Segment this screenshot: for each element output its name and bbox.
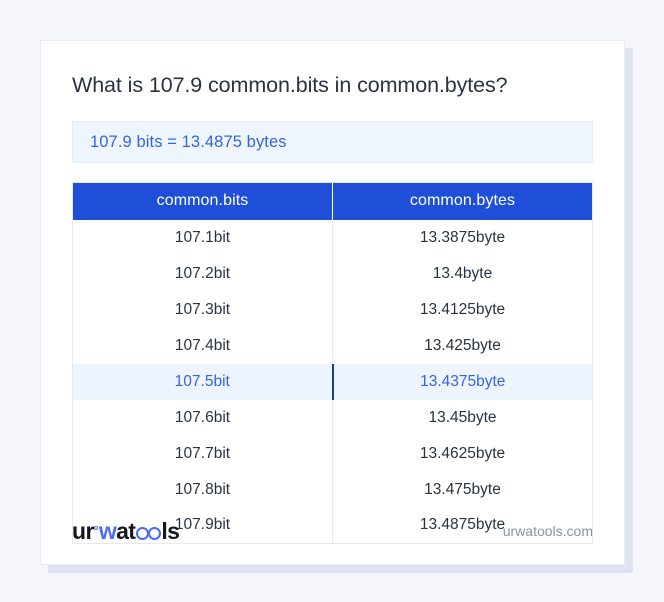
cell-bytes: 13.4byte bbox=[332, 255, 593, 292]
cell-bytes: 13.45byte bbox=[332, 399, 593, 436]
cell-bytes: 13.425byte bbox=[332, 327, 593, 364]
cell-bits: 107.5bit bbox=[72, 363, 334, 400]
table-row[interactable]: 107.6bit 13.45byte bbox=[72, 399, 593, 436]
brand-logo[interactable]: ur w at ls bbox=[72, 517, 180, 544]
cell-bytes: 13.4375byte bbox=[332, 363, 593, 400]
footer-domain-label: urwatools.com bbox=[502, 523, 593, 539]
card-footer: ur w at ls urwatools.com bbox=[72, 516, 593, 546]
cell-bits: 107.4bit bbox=[72, 327, 333, 364]
logo-glasses-icon bbox=[135, 526, 161, 540]
logo-text-part-3: at bbox=[116, 517, 136, 544]
cell-bytes: 13.4625byte bbox=[332, 435, 593, 472]
cell-bytes: 13.4125byte bbox=[332, 291, 593, 328]
cell-bits: 107.6bit bbox=[72, 399, 333, 436]
cell-bytes: 13.4875byte bbox=[332, 507, 593, 544]
cell-bits: 107.3bit bbox=[72, 291, 333, 328]
result-banner: 107.9 bits = 13.4875 bytes bbox=[72, 121, 593, 163]
cell-bits: 107.7bit bbox=[72, 435, 333, 472]
cell-bits: 107.1bit bbox=[72, 219, 333, 256]
table-row[interactable]: 107.7bit 13.4625byte bbox=[72, 435, 593, 472]
table-row[interactable]: 107.5bit 13.4375byte bbox=[72, 363, 593, 400]
column-header-bits[interactable]: common.bits bbox=[72, 182, 333, 220]
table-row[interactable]: 107.4bit 13.425byte bbox=[72, 327, 593, 364]
cell-bytes: 13.475byte bbox=[332, 471, 593, 508]
logo-dot-icon bbox=[94, 525, 99, 530]
table-row[interactable]: 107.8bit 13.475byte bbox=[72, 471, 593, 508]
table-body: 107.1bit 13.3875byte 107.2bit 13.4byte 107.3… bbox=[72, 219, 593, 544]
cell-bits: 107.2bit bbox=[72, 255, 333, 292]
table-row[interactable]: 107.9bit 13.4875byte bbox=[72, 507, 593, 544]
logo-ring-left-icon bbox=[135, 526, 149, 540]
conversion-card: What is 107.9 common.bits in common.byte… bbox=[40, 40, 625, 565]
cell-bytes: 13.3875byte bbox=[332, 219, 593, 256]
table-row[interactable]: 107.1bit 13.3875byte bbox=[72, 219, 593, 256]
table-row[interactable]: 107.3bit 13.4125byte bbox=[72, 291, 593, 328]
conversion-table: common.bits common.bytes 107.1bit 13.3875… bbox=[72, 182, 593, 544]
logo-text-part-4: ls bbox=[161, 517, 180, 544]
table-head: common.bits common.bytes bbox=[72, 182, 593, 220]
page-title: What is 107.9 common.bits in common.byte… bbox=[72, 73, 508, 97]
logo-text-part-1: ur bbox=[72, 517, 94, 544]
cell-bits: 107.9bit bbox=[72, 507, 333, 544]
result-banner-text: 107.9 bits = 13.4875 bytes bbox=[90, 132, 287, 151]
logo-text-part-2: w bbox=[98, 517, 117, 544]
table-row[interactable]: 107.2bit 13.4byte bbox=[72, 255, 593, 292]
cell-bits: 107.8bit bbox=[72, 471, 333, 508]
table-header-row: common.bits common.bytes bbox=[72, 182, 593, 220]
logo-ring-right-icon bbox=[147, 526, 161, 540]
column-header-bytes[interactable]: common.bytes bbox=[332, 182, 593, 220]
